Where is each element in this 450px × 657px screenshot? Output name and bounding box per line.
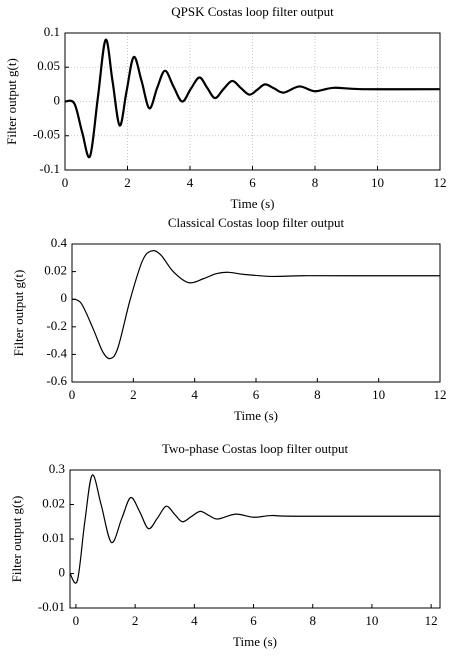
x-tick-label: 12 — [434, 387, 447, 402]
y-tick-label: 0.02 — [44, 263, 67, 278]
y-tick-label: -0.01 — [38, 599, 65, 614]
chart-title: Classical Costas loop filter output — [168, 215, 345, 230]
chart-title: QPSK Costas loop filter output — [171, 4, 334, 19]
data-line — [69, 474, 441, 584]
subplot: QPSK Costas loop filter output Time (s) Fi… — [4, 4, 447, 211]
x-tick-label: 2 — [132, 613, 139, 628]
chart-title: Two-phase Costas loop filter output — [162, 441, 349, 456]
y-tick-label: 0.1 — [44, 24, 60, 39]
x-tick-label: 0 — [69, 387, 76, 402]
x-tick-label: 4 — [191, 387, 198, 402]
y-tick-label: -0.1 — [39, 161, 60, 176]
x-tick-label: 10 — [365, 613, 378, 628]
data-line — [64, 38, 441, 159]
y-tick-label: 0.02 — [42, 495, 65, 510]
x-tick-label: 8 — [314, 387, 321, 402]
y-tick-label: 0.3 — [49, 461, 65, 476]
x-tick-label: 2 — [124, 175, 131, 190]
y-tick-label: -0.05 — [33, 127, 60, 142]
y-tick-label: 0.01 — [42, 530, 65, 545]
y-tick-label: -0.2 — [46, 318, 67, 333]
y-tick-label: -0.4 — [46, 345, 67, 360]
x-tick-label: 4 — [191, 613, 198, 628]
x-tick-label: 8 — [309, 613, 316, 628]
y-tick-label: 0 — [61, 290, 68, 305]
plot-frame — [71, 243, 441, 383]
subplot: Classical Costas loop filter output Time … — [11, 215, 447, 423]
x-tick-label: 12 — [425, 613, 438, 628]
x-tick-label: 6 — [249, 175, 256, 190]
x-tick-label: 6 — [250, 613, 257, 628]
x-tick-label: 0 — [73, 613, 80, 628]
x-axis-label: Time (s) — [231, 196, 275, 211]
x-tick-label: 2 — [130, 387, 137, 402]
x-tick-label: 4 — [187, 175, 194, 190]
subplot: Two-phase Costas loop filter output Time … — [9, 441, 441, 649]
y-tick-label: 0.4 — [51, 235, 68, 250]
y-axis-label: Filter output g(t) — [9, 496, 24, 583]
y-tick-label: 0.05 — [37, 58, 60, 73]
x-tick-label: 10 — [371, 175, 384, 190]
data-line — [71, 250, 440, 360]
x-tick-label: 6 — [253, 387, 260, 402]
x-axis-label: Time (s) — [234, 408, 278, 423]
x-axis-label: Time (s) — [233, 634, 277, 649]
y-tick-label: 0 — [54, 92, 61, 107]
plot-frame — [69, 469, 441, 609]
y-tick-label: -0.6 — [46, 373, 67, 388]
x-tick-label: 10 — [372, 387, 385, 402]
x-tick-label: 0 — [62, 175, 69, 190]
x-tick-label: 12 — [434, 175, 447, 190]
y-axis-label: Filter output g(t) — [4, 58, 19, 145]
y-axis-label: Filter output g(t) — [11, 270, 26, 357]
y-tick-label: 0 — [59, 564, 66, 579]
x-tick-label: 8 — [312, 175, 319, 190]
